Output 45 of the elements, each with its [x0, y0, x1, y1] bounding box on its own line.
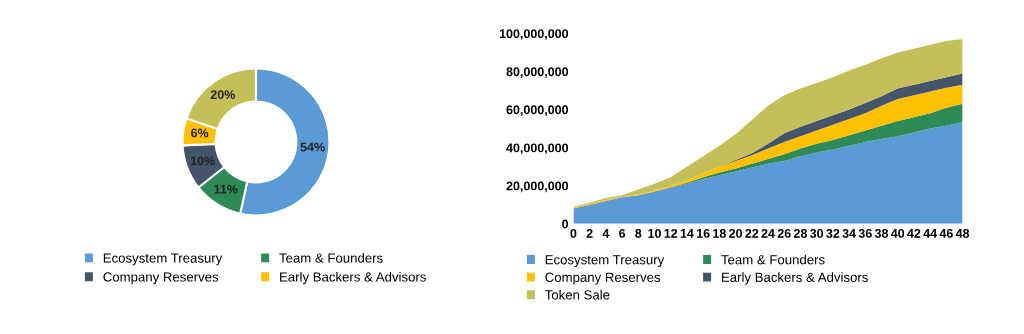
- y-tick-label: 60,000,000: [506, 105, 569, 117]
- data-label: 11%: [214, 184, 238, 194]
- x-tick-label: 22: [745, 228, 759, 238]
- x-tick-label: 36: [858, 228, 872, 238]
- x-tick-label: 24: [761, 228, 775, 238]
- x-tick-label: 18: [713, 228, 726, 238]
- data-label: 20%: [210, 90, 235, 100]
- legend-label: Token Sale: [545, 289, 610, 300]
- x-tick-label: 34: [842, 228, 856, 238]
- x-tick-label: 30: [809, 228, 824, 238]
- y-tick-label: 80,000,000: [506, 67, 569, 78]
- x-tick-label: 38: [874, 228, 889, 238]
- x-tick-label: 20: [729, 228, 743, 238]
- x-tick-label: 12: [664, 228, 678, 238]
- data-label: 54%: [300, 142, 325, 152]
- legend-label: Early Backers & Advisors: [280, 271, 426, 285]
- legend-label: Ecosystem Treasury: [545, 255, 665, 267]
- x-tick-label: 0: [570, 228, 577, 238]
- x-tick-label: 2: [586, 228, 593, 238]
- legend-label: Team & Founders: [721, 254, 825, 265]
- y-tick-label: 100,000,000: [499, 29, 569, 40]
- x-tick-label: 32: [826, 228, 840, 238]
- x-tick-label: 10: [648, 228, 661, 238]
- x-tick-label: 42: [907, 228, 921, 238]
- x-tick-label: 16: [696, 228, 710, 238]
- x-tick-label: 4: [602, 229, 610, 238]
- x-tick-label: 6: [619, 228, 626, 238]
- x-tick-label: 28: [793, 228, 807, 238]
- data-label: 6%: [191, 128, 209, 138]
- data-label: 10%: [190, 156, 215, 166]
- y-tick-label: 0: [562, 219, 569, 229]
- legend-label: Early Backers & Advisors: [722, 272, 868, 285]
- x-tick-label: 48: [955, 228, 970, 238]
- y-tick-label: 40,000,000: [506, 143, 569, 155]
- x-tick-label: 26: [777, 228, 791, 238]
- x-tick-label: 46: [939, 228, 953, 238]
- legend-label: Ecosystem Treasury: [103, 253, 223, 266]
- x-tick-label: 8: [635, 228, 642, 238]
- legend-label: Team & Founders: [279, 253, 383, 263]
- legend-label: Company Reserves: [103, 272, 219, 285]
- legend-label: Company Reserves: [545, 272, 661, 285]
- x-tick-label: 44: [923, 229, 938, 238]
- y-tick-label: 20,000,000: [506, 181, 569, 193]
- x-tick-label: 14: [680, 229, 694, 238]
- x-tick-label: 40: [890, 228, 905, 238]
